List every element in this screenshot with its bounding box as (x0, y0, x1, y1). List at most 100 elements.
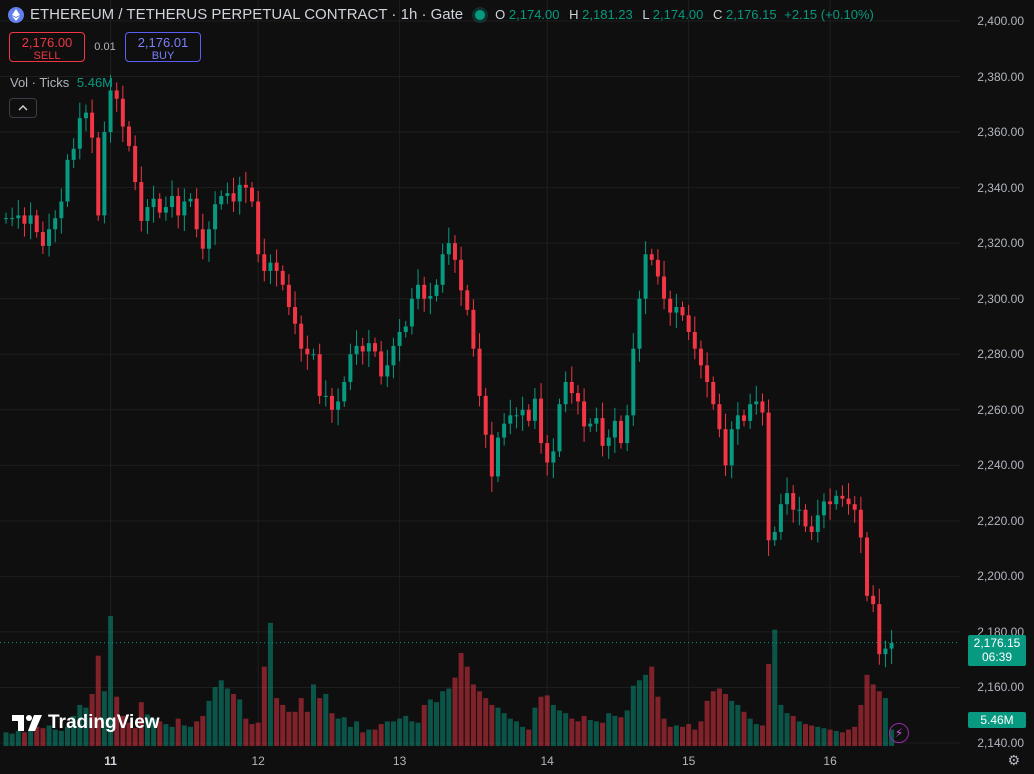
symbol-title[interactable]: ETHEREUM / TETHERUS PERPETUAL CONTRACT ·… (30, 6, 464, 23)
volume-bar (464, 666, 470, 746)
volume-bar (876, 691, 882, 746)
candle-body (139, 182, 144, 221)
settings-gear-icon[interactable]: ⚙ (1007, 752, 1020, 768)
volume-bar (224, 688, 230, 746)
tradingview-logo[interactable]: TradingView (12, 712, 160, 734)
time-tick-label: 16 (823, 754, 837, 768)
candle-body (668, 298, 673, 313)
volume-bar (83, 707, 89, 746)
price-tick-label: 2,360.00 (977, 125, 1024, 140)
volume-bar (89, 694, 95, 746)
candle-body (329, 395, 334, 410)
last-price-tag: 2,176.15 06:39 (968, 635, 1026, 666)
tradingview-logo-text: TradingView (48, 712, 160, 733)
candle-body (176, 195, 181, 216)
volume-bar (833, 730, 839, 746)
candle-body (311, 354, 316, 356)
candle-body (59, 201, 64, 219)
candle-body (446, 243, 451, 255)
bar-countdown: 06:39 (981, 650, 1013, 664)
volume-bar (231, 694, 237, 746)
volume-bar (612, 715, 618, 746)
candle-body (170, 195, 175, 208)
candle-body (366, 343, 371, 352)
volume-bar (28, 729, 34, 746)
candle-body (791, 493, 796, 510)
volume-bar (397, 718, 403, 746)
candle-body (594, 418, 599, 424)
candle-body (428, 295, 433, 299)
volume-bar (501, 713, 507, 746)
candle-body (465, 290, 470, 310)
lightning-icon[interactable]: ⚡ (889, 723, 909, 743)
volume-bar (52, 729, 58, 746)
volume-bar (692, 729, 698, 746)
buy-button[interactable]: 2,176.01 BUY (125, 32, 201, 62)
volume-bar (563, 713, 569, 746)
volume-bar (452, 677, 458, 746)
volume-bar (766, 663, 772, 746)
buy-price: 2,176.01 (137, 35, 189, 50)
volume-bar (181, 725, 187, 746)
candles (4, 74, 894, 668)
volume-bar (378, 724, 384, 746)
volume-bar (600, 722, 606, 746)
volume-bar (550, 704, 556, 746)
candle-body (114, 90, 119, 99)
candle-body (760, 401, 765, 413)
volume-bar (790, 715, 796, 746)
volume-bar (243, 718, 249, 746)
volume-bar (532, 707, 538, 746)
sell-button[interactable]: 2,176.00 SELL (9, 32, 85, 62)
volume-bar (643, 674, 649, 746)
price-tick-label: 2,200.00 (977, 569, 1024, 584)
volume-bar (415, 722, 421, 746)
price-tick-label: 2,220.00 (977, 513, 1024, 528)
volume-bar (870, 684, 876, 746)
volume-bar (778, 704, 784, 746)
volume-bar (255, 722, 261, 746)
candle-body (496, 437, 500, 477)
volume-bar (58, 730, 64, 746)
candle-body (200, 229, 205, 249)
candle-body (815, 515, 820, 532)
price-tick-label: 2,300.00 (977, 291, 1024, 306)
candle-body (274, 262, 279, 271)
candle-body (28, 215, 33, 224)
volume-bar (212, 687, 218, 746)
collapse-legend-button[interactable] (9, 98, 37, 118)
candle-body (477, 348, 482, 396)
volume-bar (360, 732, 366, 746)
price-tick-label: 2,280.00 (977, 347, 1024, 362)
volume-bar (77, 704, 83, 746)
price-tick-label: 2,140.00 (977, 736, 1024, 750)
candle-body (520, 409, 525, 416)
time-tick-label: 12 (251, 754, 265, 768)
candle-body (323, 395, 328, 397)
volume-bar (649, 666, 655, 746)
volume-bar (157, 721, 163, 746)
volume-bar (46, 725, 52, 746)
candle-body (723, 429, 728, 466)
volume-bar (409, 721, 415, 746)
volume-bar (249, 724, 255, 746)
candle-body (373, 343, 377, 352)
candle-body (225, 193, 230, 196)
volume-bar (354, 721, 360, 746)
volume-bar (747, 718, 753, 746)
volume-bar (440, 691, 446, 746)
volume-bar (390, 721, 396, 746)
candle-body (883, 648, 888, 655)
volume-bar (513, 721, 519, 746)
candle-body (508, 415, 513, 424)
candle-body (182, 201, 187, 216)
price-tick-label: 2,380.00 (977, 69, 1024, 84)
volume-legend[interactable]: Vol · Ticks 5.46M (10, 75, 113, 90)
candle-body (305, 348, 310, 355)
symbol-header[interactable]: ETHEREUM / TETHERUS PERPETUAL CONTRACT ·… (8, 6, 874, 23)
tradingview-logo-icon (12, 715, 42, 731)
candle-body (237, 184, 242, 202)
volume-bar (864, 674, 870, 746)
candle-body (545, 443, 550, 463)
